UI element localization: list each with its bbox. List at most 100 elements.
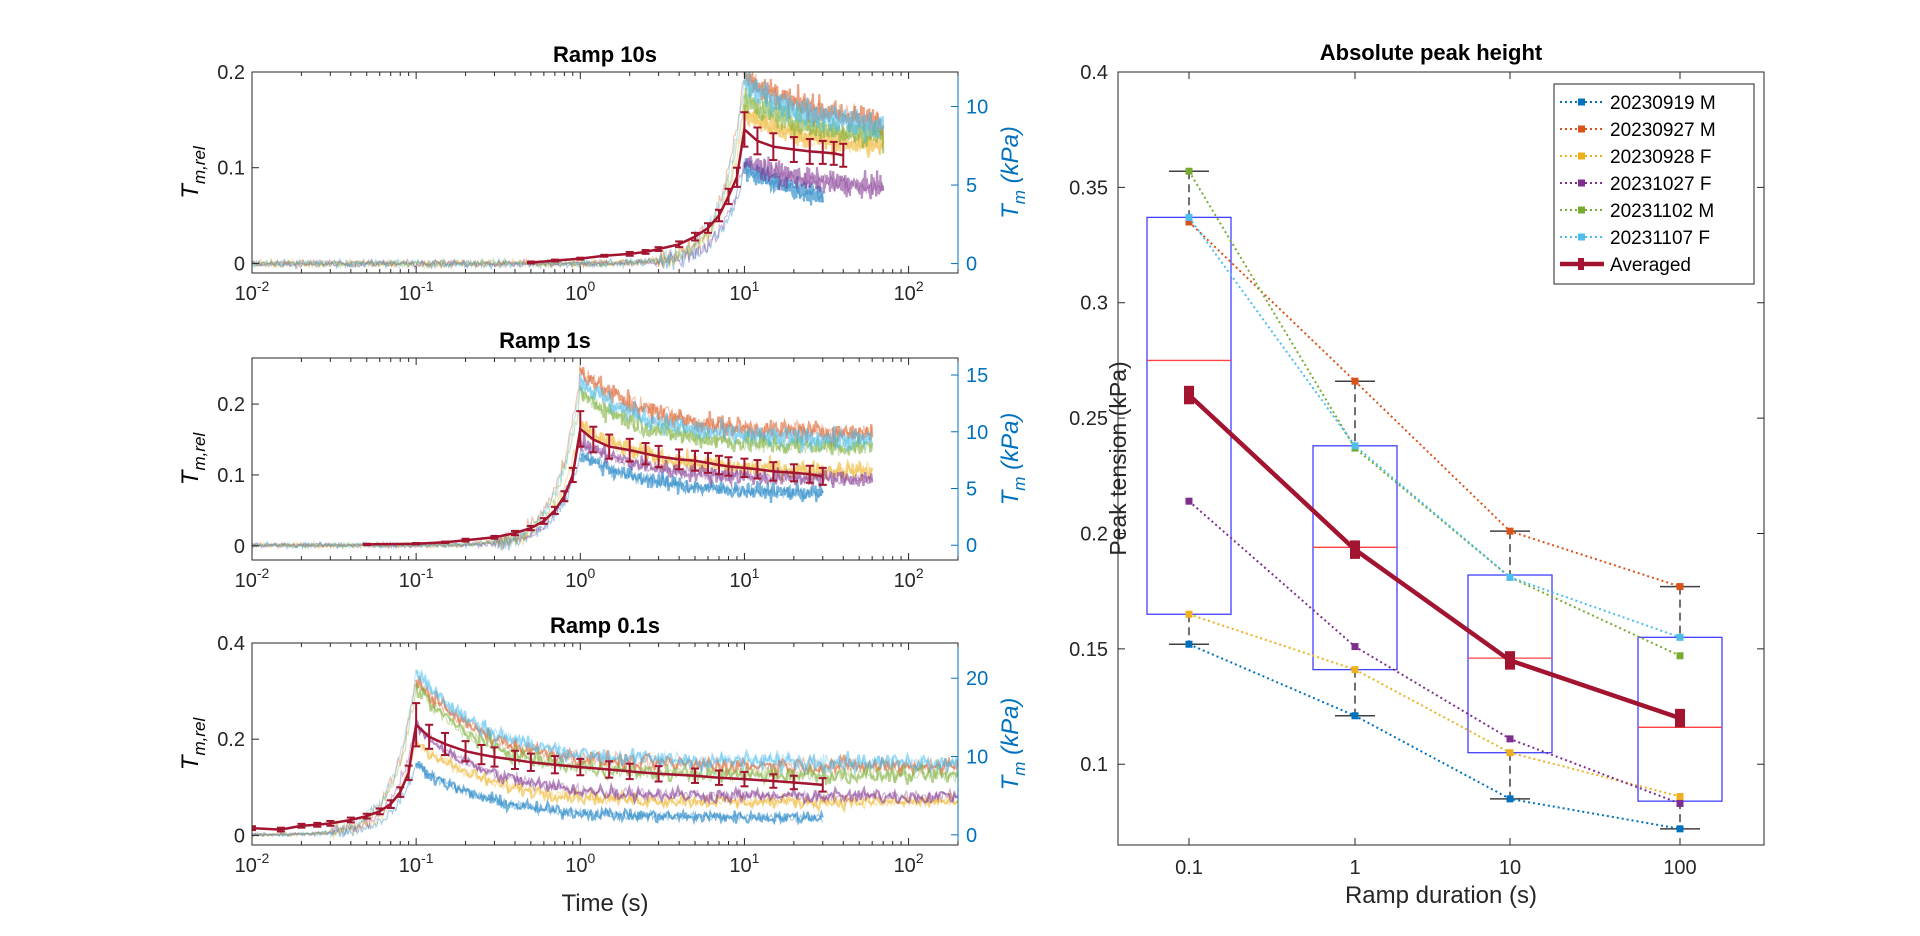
averaged-point: [740, 770, 749, 788]
averaged-point: [576, 256, 585, 261]
averaged-point: [1675, 708, 1685, 728]
averaged-point: [654, 444, 663, 469]
series-line: [1188, 221, 1681, 588]
raw-trace: [252, 449, 824, 551]
averaged-point: [724, 456, 733, 477]
averaged-point: [477, 743, 486, 766]
y-tick-label: 0.2: [217, 394, 245, 416]
series-point: [1506, 573, 1514, 581]
time-panel-1: 10-2 10-1 100 101 102 0 0.1 0.2 0 5 10 Ramp 10s Tm,r…: [177, 42, 1029, 305]
raw-trace-band: [415, 668, 958, 777]
series-1: [1185, 218, 1684, 591]
averaged-point: [715, 769, 724, 786]
averaged-point: [789, 463, 798, 483]
plot-area: [252, 72, 958, 273]
series-2: [1185, 610, 1684, 801]
series-point: [1506, 735, 1514, 743]
averaged-point: [490, 746, 499, 768]
averaged-point: [625, 762, 634, 781]
averaged-line: [366, 426, 824, 546]
x-tick-label: 101: [729, 850, 759, 877]
averaged-point: [675, 448, 684, 471]
y-tick-label: 0: [234, 536, 245, 558]
y-tick-label: 0.3: [1080, 293, 1108, 315]
averaged-point: [362, 542, 371, 547]
y2-axis-label: Tm (kPa): [997, 413, 1029, 506]
legend-label: 20231102 M: [1610, 201, 1714, 222]
raw-trace-band: [415, 683, 958, 786]
x-tick-label: 1: [1349, 857, 1360, 879]
y2-axis-label: Tm (kPa): [997, 126, 1029, 219]
y2-tick-label: 5: [966, 479, 977, 501]
y-tick-label: 0.2: [1080, 523, 1108, 545]
averaged-series: [362, 410, 827, 547]
y2-tick-label: 10: [966, 422, 988, 444]
y2-tick-label: 0: [966, 254, 977, 276]
x-axis-label: Time (s): [561, 890, 648, 917]
averaged-point: [625, 250, 634, 257]
averaged-point: [789, 774, 798, 791]
legend-marker: [1578, 258, 1584, 270]
averaged-line: [1187, 393, 1681, 721]
y2-axis-label: Tm (kPa): [997, 698, 1029, 791]
x-tick-label: 10-1: [399, 278, 434, 305]
averaged-point: [769, 461, 778, 482]
averaged-point: [691, 767, 700, 784]
x-tick-label: 101: [729, 278, 759, 305]
averaged-point: [526, 524, 535, 532]
y2-tick-label: 20: [966, 668, 988, 690]
averaged-point: [675, 240, 684, 249]
panel-title: Ramp 0.1s: [550, 613, 660, 638]
legend-box: [1553, 83, 1755, 285]
averaged-point: [691, 449, 700, 472]
averaged-point: [510, 749, 519, 771]
series-point: [1351, 712, 1359, 720]
averaged-point: [326, 819, 335, 827]
y-tick-label: 0.35: [1069, 177, 1108, 199]
series-point: [1676, 633, 1684, 641]
legend-label: 20230919 M: [1610, 93, 1716, 114]
averaged-point: [550, 258, 559, 263]
averaged-point: [1505, 651, 1515, 670]
x-tick-label: 102: [894, 278, 924, 305]
series-point: [1506, 795, 1514, 803]
x-tick-label: 100: [1663, 857, 1696, 879]
legend-marker: [1578, 98, 1585, 106]
averaged-point: [691, 231, 700, 242]
averaged-point: [526, 260, 535, 265]
raw-trace-band: [415, 761, 824, 826]
averaged-point: [550, 505, 559, 515]
series-point: [1185, 497, 1193, 505]
y-tick-label: 0.15: [1069, 639, 1108, 661]
averaged-point: [724, 187, 733, 206]
averaged-point: [276, 826, 285, 833]
y2-tick-label: 0: [966, 535, 977, 557]
raw-trace-band: [579, 452, 824, 503]
averaged-point: [1184, 385, 1194, 405]
averaged-series: [252, 702, 827, 833]
averaged-line: [252, 722, 823, 831]
panel-title: Ramp 10s: [553, 42, 657, 67]
x-tick-label: 10-2: [235, 565, 270, 592]
y-axis-label: Tm,rel: [177, 432, 209, 486]
averaged-point: [839, 142, 848, 168]
series-point: [1676, 799, 1684, 807]
x-tick-label: 10-2: [235, 850, 270, 877]
y2-tick-label: 15: [966, 365, 988, 387]
averaged-point: [605, 760, 614, 779]
averaged-point: [769, 773, 778, 789]
legend-label: 20230928 F: [1610, 147, 1711, 168]
averaged-point: [362, 812, 371, 820]
averaged-point: [386, 799, 395, 809]
series-point: [1676, 652, 1684, 660]
y-tick-label: 0.1: [217, 158, 245, 180]
averaged-point: [704, 222, 713, 234]
averaged-point: [641, 442, 650, 466]
averaged-point: [568, 466, 577, 484]
x-tick-label: 100: [565, 565, 595, 592]
averaged-point: [461, 740, 470, 763]
x-tick-label: 102: [894, 850, 924, 877]
series-point: [1185, 213, 1193, 221]
